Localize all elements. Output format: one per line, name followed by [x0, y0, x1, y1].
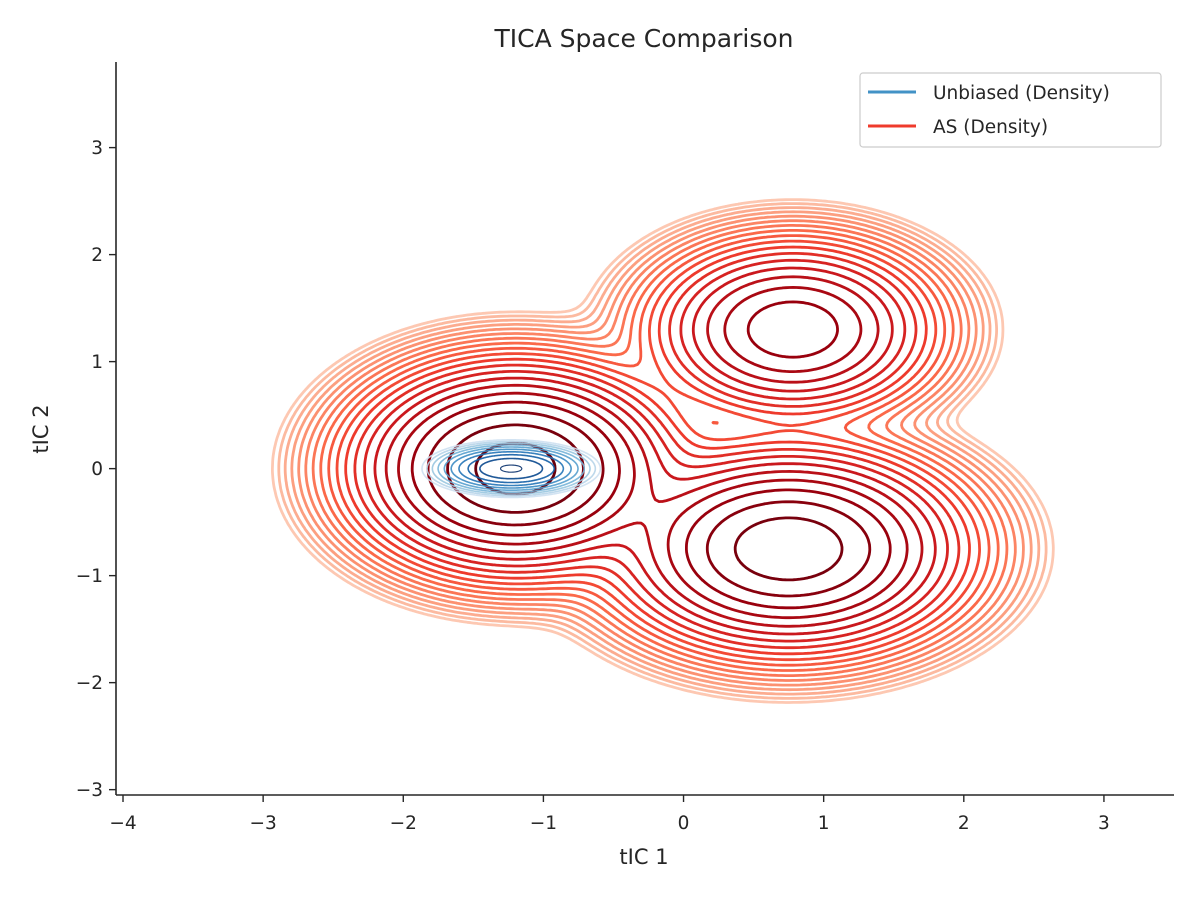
- x-tick-label: −2: [390, 813, 417, 834]
- contour-level: [363, 258, 949, 643]
- contour-level: [437, 444, 585, 493]
- legend-label-unbiased: Unbiased (Density): [933, 83, 1110, 104]
- x-axis-ticks: −4 −3 −2 −1 0 1 2 3: [109, 795, 1110, 834]
- legend: Unbiased (Density) AS (Density): [859, 72, 1162, 148]
- x-tick-label: 2: [958, 813, 970, 834]
- contour-level: [353, 252, 961, 650]
- contour-level: [297, 214, 1025, 687]
- x-tick-label: 1: [818, 813, 830, 834]
- plot-area: [271, 198, 1055, 704]
- contour-level: [467, 453, 555, 484]
- y-tick-label: 1: [91, 352, 103, 373]
- contour-level: [335, 239, 981, 662]
- unbiased-density-contours: [421, 439, 602, 499]
- contour-level: [410, 300, 892, 610]
- contour-level: [479, 457, 544, 480]
- legend-label-as: AS (Density): [933, 117, 1048, 138]
- contour-level: [283, 206, 1041, 696]
- contour-level: [443, 446, 579, 491]
- contour-level: [397, 286, 909, 620]
- legend-frame: [859, 72, 1162, 148]
- contour-level: [304, 219, 1017, 682]
- contour-level: [344, 245, 971, 656]
- contour-level: [426, 440, 597, 497]
- x-tick-label: −1: [530, 813, 557, 834]
- y-tick-label: 0: [91, 459, 103, 480]
- contour-level: [431, 442, 591, 495]
- contour-level: [450, 448, 572, 489]
- contour-level: [311, 224, 1009, 677]
- contour-level: [384, 275, 924, 628]
- contour-level: [426, 410, 872, 598]
- as-density-contours: [271, 198, 1055, 704]
- y-tick-label: 3: [91, 138, 103, 159]
- contour-level: [500, 464, 523, 473]
- x-axis-label: tIC 1: [619, 845, 668, 869]
- y-axis-label: tIC 2: [29, 404, 53, 453]
- chart-title: TICA Space Comparison: [494, 24, 794, 53]
- x-tick-label: 0: [678, 813, 690, 834]
- y-tick-label: −2: [76, 673, 103, 694]
- x-tick-label: 3: [1098, 813, 1110, 834]
- x-tick-label: −4: [109, 813, 136, 834]
- x-tick-label: −3: [249, 813, 276, 834]
- y-tick-label: −1: [76, 566, 103, 587]
- contour-level: [271, 198, 1055, 704]
- y-tick-label: 2: [91, 245, 103, 266]
- contour-level: [458, 451, 565, 487]
- contour-level: [290, 210, 1033, 692]
- contour-level: [327, 234, 991, 667]
- y-tick-label: −3: [76, 780, 103, 801]
- contour-level: [319, 229, 1000, 672]
- y-axis-ticks: −3 −2 −1 0 1 2 3: [76, 138, 116, 801]
- contour-level: [421, 439, 602, 499]
- unbiased-density-peak: [501, 465, 522, 472]
- contour-level: [373, 266, 937, 636]
- contour-level: [277, 202, 1048, 700]
